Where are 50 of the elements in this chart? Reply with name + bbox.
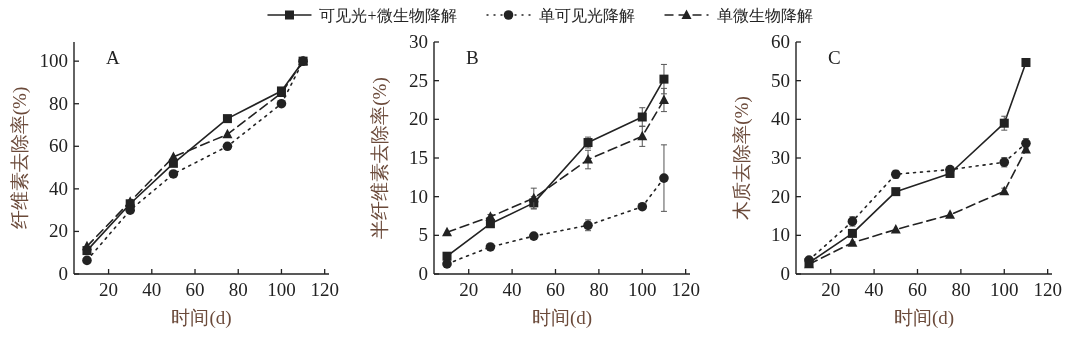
x-tick-label: 100 [628, 279, 657, 300]
chart-title: A [106, 47, 120, 68]
x-tick-label: 40 [142, 279, 162, 300]
y-tick-label: 20 [409, 108, 428, 130]
y-tick-label: 0 [418, 263, 428, 284]
x-tick-label: 120 [671, 279, 700, 300]
y-tick-label: 5 [418, 224, 428, 246]
x-tick-label: 20 [99, 279, 119, 300]
x-tick-label: 120 [1033, 279, 1062, 300]
x-tick-label: 60 [545, 279, 565, 300]
x-tick-label: 40 [502, 279, 522, 300]
y-axis-title: 木质去除率(%) [731, 96, 753, 220]
legend-label: 单可见光降解 [538, 7, 635, 24]
y-axis-title: 半纤维素去除率(%) [369, 77, 391, 239]
y-tick-label: 15 [409, 147, 428, 168]
y-tick-label: 0 [58, 263, 68, 284]
y-tick-label: 10 [771, 224, 790, 246]
y-tick-label: 20 [771, 185, 790, 207]
x-axis-title: 时间(d) [531, 307, 593, 329]
y-tick-label: 80 [49, 92, 68, 114]
x-tick-label: 80 [589, 279, 609, 300]
x-tick-label: 60 [907, 279, 927, 300]
y-axis-title: 纤维素去除率(%) [9, 86, 31, 230]
x-tick-label: 80 [951, 279, 971, 300]
x-tick-label: 60 [185, 279, 205, 300]
y-tick-label: 30 [771, 147, 790, 168]
y-tick-label: 40 [771, 108, 790, 130]
y-tick-label: 50 [771, 69, 790, 91]
y-tick-label: 10 [409, 185, 428, 207]
y-tick-label: 100 [39, 50, 68, 72]
x-tick-label: 100 [267, 279, 296, 300]
x-tick-label: 20 [821, 279, 841, 300]
x-tick-label: 100 [990, 279, 1019, 300]
x-axis-title: 时间(d) [893, 307, 955, 329]
y-tick-label: 20 [49, 220, 68, 242]
legend-label: 单微生物降解 [716, 7, 813, 24]
chart-title: B [466, 47, 479, 68]
x-axis-title: 时间(d) [171, 307, 232, 329]
y-tick-label: 25 [409, 69, 428, 91]
y-tick-label: 60 [771, 31, 790, 52]
y-tick-label: 30 [409, 31, 428, 52]
x-tick-label: 120 [310, 279, 339, 300]
legend-label: 可见光+微生物降解 [319, 7, 457, 24]
x-tick-label: 40 [864, 279, 884, 300]
y-tick-label: 40 [49, 177, 68, 199]
x-tick-label: 80 [228, 279, 248, 300]
y-tick-label: 0 [780, 263, 790, 284]
x-tick-label: 20 [459, 279, 479, 300]
y-tick-label: 60 [49, 135, 68, 157]
chart-title: C [828, 47, 841, 68]
